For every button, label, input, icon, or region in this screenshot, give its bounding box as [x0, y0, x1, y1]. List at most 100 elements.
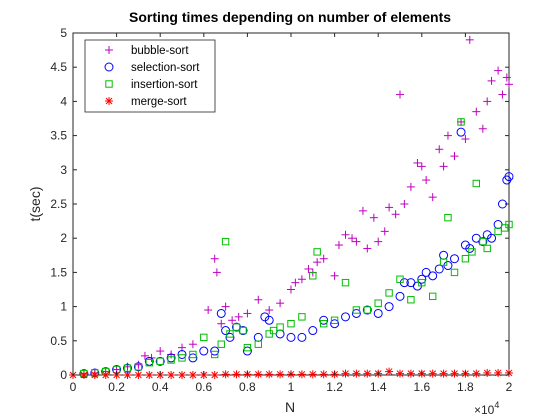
data-point — [276, 299, 285, 308]
y-tick-label: 4.5 — [50, 60, 67, 74]
data-point — [457, 118, 465, 126]
data-point — [443, 131, 452, 140]
data-point — [494, 66, 503, 75]
data-point — [358, 206, 367, 215]
data-point — [297, 332, 307, 342]
data-point — [287, 320, 295, 328]
legend-label: bubble-sort — [131, 45, 189, 57]
y-tick-label: 0 — [60, 368, 67, 382]
data-point — [167, 356, 175, 364]
data-point — [396, 275, 404, 283]
data-point — [348, 234, 357, 243]
x-tick-label: 1.8 — [457, 380, 474, 394]
data-point — [308, 326, 318, 336]
data-point — [396, 369, 404, 378]
data-point — [217, 340, 225, 348]
data-point — [304, 264, 313, 273]
data-point — [189, 350, 197, 359]
data-point — [320, 320, 328, 328]
data-point — [133, 362, 143, 372]
data-point — [319, 254, 328, 263]
series-insertion-sort — [80, 118, 513, 378]
data-point — [101, 371, 110, 379]
data-point — [461, 255, 470, 263]
data-point — [439, 258, 448, 266]
data-point — [352, 237, 361, 246]
legend-label: merge-sort — [131, 96, 187, 108]
data-point — [140, 351, 149, 360]
data-point — [291, 278, 300, 287]
data-point — [422, 176, 431, 185]
x-tick-label: 2 — [506, 380, 513, 394]
data-point — [211, 350, 219, 359]
data-point — [450, 268, 459, 277]
data-point — [228, 316, 237, 325]
data-point — [210, 371, 219, 379]
y-tick-label: 5 — [60, 26, 67, 40]
data-point — [200, 333, 208, 342]
data-point — [444, 213, 452, 222]
data-point — [177, 349, 187, 359]
data-point — [232, 370, 241, 379]
x-tick-label: 0.6 — [195, 380, 212, 394]
data-point — [134, 360, 143, 369]
data-point — [221, 370, 230, 379]
data-point — [363, 306, 372, 314]
data-point — [313, 248, 321, 256]
x-multiplier-base: ×10 — [474, 403, 495, 417]
legend-item-merge-sort: merge-sort — [105, 96, 187, 108]
y-tick-label: 1.5 — [50, 265, 67, 279]
chart-title: Sorting times depending on number of ele… — [129, 9, 451, 25]
data-point — [145, 371, 154, 379]
data-point — [418, 278, 426, 287]
data-point — [144, 356, 154, 366]
data-point — [221, 237, 230, 246]
data-point — [221, 302, 230, 311]
data-point — [505, 220, 513, 229]
legend-marker — [104, 62, 114, 72]
data-point — [243, 343, 252, 352]
series-bubble-sort — [79, 35, 513, 378]
x-tick-label: 1.4 — [370, 380, 387, 394]
data-point — [483, 97, 492, 106]
x-tick-label: 1.2 — [326, 380, 343, 394]
data-point — [456, 127, 466, 137]
data-point — [178, 354, 186, 362]
data-point — [380, 227, 389, 236]
data-point — [400, 200, 409, 208]
data-point — [264, 315, 274, 325]
data-point — [450, 152, 459, 161]
data-point — [210, 346, 220, 356]
data-point — [385, 203, 394, 212]
data-point — [319, 370, 328, 379]
x-tick-label: 0.2 — [108, 380, 125, 394]
y-tick-label: 3 — [60, 163, 67, 177]
data-point — [439, 369, 448, 378]
x-tick-label: 1 — [288, 380, 295, 394]
data-point — [276, 323, 284, 331]
data-point — [396, 90, 404, 99]
data-point — [188, 353, 198, 363]
data-point — [243, 309, 252, 318]
x-tick-label: 1.6 — [413, 380, 430, 394]
data-point — [212, 268, 221, 277]
data-point — [483, 244, 491, 253]
data-point — [384, 302, 394, 312]
data-point — [505, 80, 513, 89]
legend-marker — [105, 80, 113, 88]
data-point — [319, 315, 329, 325]
data-point — [450, 254, 459, 264]
data-point — [254, 340, 263, 348]
data-point — [472, 179, 481, 188]
x-tick-label: 0 — [70, 380, 77, 394]
data-point — [254, 295, 263, 304]
data-point — [363, 369, 372, 378]
data-point — [239, 326, 247, 335]
data-point — [406, 182, 415, 191]
data-point — [461, 135, 470, 144]
data-point — [265, 306, 274, 315]
data-point — [242, 346, 252, 356]
data-point — [472, 107, 481, 116]
data-point — [330, 271, 339, 280]
data-point — [406, 369, 415, 378]
